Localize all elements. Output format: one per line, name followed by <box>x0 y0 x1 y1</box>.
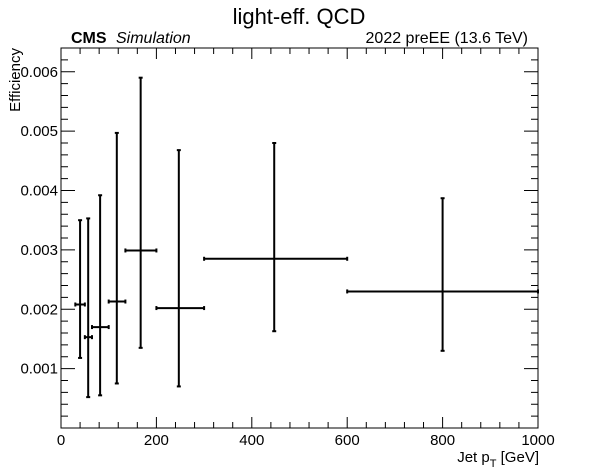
data-points <box>74 76 539 399</box>
data-point <box>107 131 127 385</box>
y-tick-label: 0.004 <box>20 183 58 200</box>
data-point <box>155 149 206 388</box>
x-axis-label-main: Jet p <box>457 449 490 466</box>
y-axis-label: Efficiency <box>7 48 24 112</box>
x-axis-label-unit: [GeV] <box>496 449 539 466</box>
data-point <box>203 142 349 333</box>
x-axis-label: Jet pT [GeV] <box>457 449 539 470</box>
y-tick-label: 0.003 <box>20 242 58 259</box>
data-point <box>346 197 539 352</box>
x-tick-label: 1000 <box>521 432 554 449</box>
energy-label: 2022 preEE (13.6 TeV) <box>366 30 528 47</box>
x-tick-label: 600 <box>335 432 360 449</box>
data-point <box>91 194 110 397</box>
cms-label: CMS <box>71 30 107 47</box>
y-tick-label: 0.001 <box>20 361 58 378</box>
data-point <box>124 76 158 349</box>
chart-title: light-eff. QCD <box>233 4 366 29</box>
cms-sublabel: Simulation <box>116 30 191 47</box>
data-point <box>83 217 94 399</box>
x-tick-label: 400 <box>239 432 264 449</box>
axes: 0 200 400 600 800 1000 0.001 0.002 0.003 0.004 0.0… <box>20 47 555 449</box>
y-tick-label: 0.006 <box>20 64 58 81</box>
y-tick-label: 0.002 <box>20 301 58 318</box>
x-tick-label: 800 <box>430 432 455 449</box>
x-tick-label: 200 <box>144 432 169 449</box>
plot-frame <box>60 47 539 429</box>
x-tick-label: 0 <box>57 432 65 449</box>
x-axis-label-subscript: T <box>490 458 497 470</box>
y-tick-label: 0.005 <box>20 123 58 140</box>
data-point <box>74 219 86 359</box>
